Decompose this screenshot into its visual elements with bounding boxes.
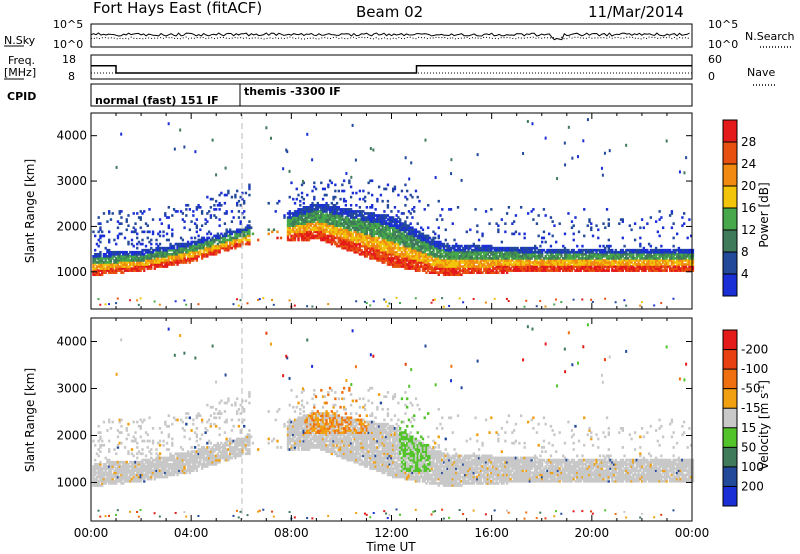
nave-tick-low: 0 — [708, 70, 715, 83]
velocity-colorbar: 200 100 50 15 -15 -50 -100 -200 Velocity [m s-1… — [722, 329, 771, 507]
date-title: 11/Mar/2014 — [588, 3, 684, 21]
velocity-colorbar-label-suffix: ] — [757, 380, 771, 385]
freq-unit-label: [MHz] — [4, 66, 36, 79]
x-tick-label: 16:00 — [474, 526, 509, 540]
nsky-panel: N.Sky 10^5 10^0 10^5 10^0 N.Search — [4, 18, 795, 51]
cpid-label: CPID — [7, 90, 36, 103]
velocity-colorbar-label-main: Velocity [m s — [757, 393, 771, 470]
colorbar-tick-label: 24 — [741, 157, 756, 171]
colorbar-tick-label: 4 — [741, 267, 749, 281]
velocity-echo-data — [92, 323, 695, 520]
velocity-colorbar-label: Velocity [m s-1] — [757, 380, 771, 470]
colorbar-tick-label: -15 — [741, 401, 761, 415]
power-colorbar: 4 8 12 16 20 24 28 Power [dB] — [722, 119, 771, 297]
colorbar-swatch — [723, 447, 737, 467]
colorbar-swatch — [723, 486, 737, 506]
time-ut-xlabel: Time UT — [365, 540, 416, 554]
x-tick-label: 04:00 — [174, 526, 209, 540]
x-tick-label: 00:00 — [74, 526, 109, 540]
x-tick-label: 12:00 — [374, 526, 409, 540]
colorbar-tick-label: 200 — [741, 479, 764, 493]
nave-label: Nave — [747, 66, 775, 79]
colorbar-tick-label: 12 — [741, 223, 756, 237]
colorbar-swatch — [723, 369, 737, 389]
power-panel: 1000 2000 3000 4000 Slant Range [km] — [23, 112, 695, 310]
colorbar-tick-label: 15 — [741, 421, 756, 435]
colorbar-tick-label: 16 — [741, 201, 756, 215]
nsearch-tick-high: 10^5 — [708, 18, 738, 31]
colorbar-swatch — [723, 186, 737, 208]
station-title: Fort Hays East (fitACF) — [93, 0, 262, 17]
velocity-panel: 1000 2000 3000 4000 00:00 04:00 08:00 12:00 16:… — [23, 317, 710, 554]
colorbar-swatch — [723, 274, 737, 296]
nsky-tick-low: 10^0 — [53, 38, 83, 51]
y-tick-label: 4000 — [56, 334, 87, 348]
colorbar-tick-label: -100 — [741, 362, 768, 376]
power-colorbar-label: Power [dB] — [757, 182, 771, 247]
freq-panel: Freq. [MHz] 18 8 60 0 Nave — [4, 53, 775, 86]
y-tick-label: 2000 — [56, 219, 87, 233]
colorbar-tick-label: -200 — [741, 343, 768, 357]
freq-tick-high: 18 — [62, 53, 76, 66]
colorbar-swatch — [723, 120, 737, 142]
colorbar-swatch — [723, 330, 737, 350]
colorbar-swatch — [723, 164, 737, 186]
x-tick-label: 20:00 — [575, 526, 610, 540]
nsearch-label: N.Search — [745, 30, 795, 43]
x-tick-label: 08:00 — [274, 526, 309, 540]
colorbar-swatch — [723, 388, 737, 409]
y-tick-label: 3000 — [56, 381, 87, 395]
colorbar-swatch — [723, 208, 737, 230]
colorbar-swatch — [723, 142, 737, 164]
colorbar-swatch — [723, 230, 737, 252]
colorbar-tick-label: 8 — [741, 245, 749, 259]
colorbar-swatch — [723, 349, 737, 370]
colorbar-swatch — [723, 466, 737, 487]
cpid-segment-2: themis -3300 IF — [244, 85, 341, 98]
freq-label: Freq. — [8, 54, 35, 67]
beam-title: Beam 02 — [356, 3, 423, 21]
colorbar-swatch — [723, 408, 737, 428]
colorbar-tick-label: 50 — [741, 440, 756, 454]
colorbar-tick-label: -50 — [741, 382, 761, 396]
power-echo-data — [92, 118, 695, 308]
x-tick-label: 00:00 — [675, 526, 710, 540]
cpid-panel: CPID normal (fast) 151 IF themis -3300 I… — [7, 83, 693, 107]
nsearch-tick-low: 10^0 — [708, 38, 738, 51]
nsky-label: N.Sky — [4, 34, 36, 47]
nsky-tick-high: 10^5 — [53, 18, 83, 31]
velocity-colorbar-label-exp: -1 — [757, 385, 766, 393]
colorbar-tick-label: 100 — [741, 460, 764, 474]
freq-tick-low: 8 — [68, 70, 75, 83]
colorbar-swatch — [723, 252, 737, 274]
colorbar-swatch — [723, 427, 737, 448]
power-ylabel: Slant Range [km] — [23, 159, 37, 263]
y-tick-label: 3000 — [56, 174, 87, 188]
y-tick-label: 4000 — [56, 129, 87, 143]
y-tick-label: 1000 — [56, 265, 87, 279]
velocity-ylabel: Slant Range [km] — [23, 368, 37, 472]
colorbar-tick-label: 28 — [741, 135, 756, 149]
y-tick-label: 1000 — [56, 475, 87, 489]
cpid-segment-1: normal (fast) 151 IF — [95, 94, 219, 107]
nave-tick-high: 60 — [708, 53, 722, 66]
colorbar-tick-label: 20 — [741, 179, 756, 193]
y-tick-label: 2000 — [56, 428, 87, 442]
